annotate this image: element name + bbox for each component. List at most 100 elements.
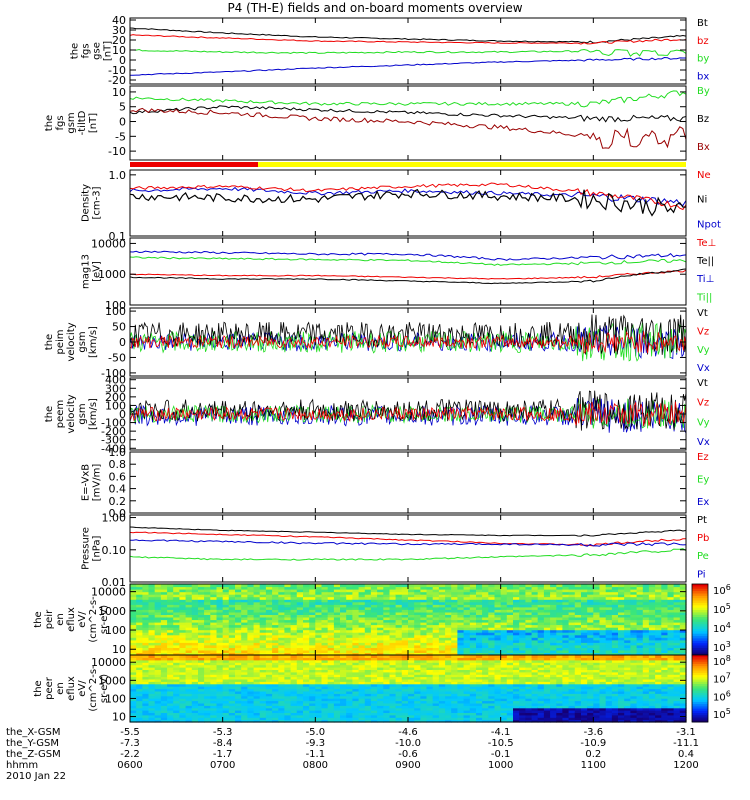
spectrogram-cell <box>463 676 471 680</box>
spectrogram-cell <box>476 710 483 713</box>
spectrogram-cell <box>420 589 428 593</box>
spectrogram-cell <box>333 622 341 626</box>
spectrogram-cell <box>420 710 428 713</box>
spectrogram-cell <box>420 596 428 600</box>
spectrogram-cell <box>531 667 539 670</box>
spectrogram-cell <box>370 657 378 661</box>
spectrogram-cell <box>679 614 687 618</box>
spectrogram-cell <box>408 639 415 643</box>
spectrogram-cell <box>352 627 360 631</box>
spectrogram-cell <box>259 584 267 588</box>
spectrogram-cell <box>574 624 582 628</box>
spectrogram-cell <box>321 611 329 615</box>
y-axis-label: Density <box>81 184 92 222</box>
spectrogram-cell <box>389 617 397 621</box>
spectrogram-cell <box>476 705 483 709</box>
spectrogram-cell <box>531 710 539 713</box>
spectrogram-cell <box>346 676 353 680</box>
spectrogram-cell <box>247 712 255 716</box>
spectrogram-cell <box>562 693 570 697</box>
spectrogram-cell <box>358 710 366 713</box>
spectrogram-cell <box>278 632 286 636</box>
spectrogram-cell <box>210 655 218 658</box>
spectrogram-cell <box>364 614 372 618</box>
spectrogram-cell <box>265 683 273 687</box>
spectrogram-cell <box>377 617 384 621</box>
spectrogram-cell <box>198 614 205 618</box>
spectrogram-cell <box>204 629 211 633</box>
spectrogram-cell <box>562 698 570 702</box>
spectrogram-cell <box>346 647 353 651</box>
spectrogram-cell <box>148 606 156 610</box>
spectrogram-cell <box>210 710 218 713</box>
spectrogram-cell <box>655 632 662 636</box>
spectrogram-cell <box>395 719 403 723</box>
spectrogram-cell <box>340 695 347 699</box>
spectrogram-cell <box>136 678 143 682</box>
spectrogram-cell <box>247 693 255 697</box>
spectrogram-cell <box>154 686 162 690</box>
spectrogram-cell <box>593 644 601 648</box>
spectrogram-cell <box>284 671 292 675</box>
spectrogram-cell <box>136 594 143 598</box>
spectrogram-cell <box>494 584 502 588</box>
spectrogram-cell <box>154 606 162 610</box>
spectrogram-cell <box>482 627 489 631</box>
spectrogram-cell <box>611 609 619 613</box>
spectrogram-cell <box>253 649 261 653</box>
spectrogram-cell <box>284 664 292 668</box>
spectrogram-cell <box>525 710 533 713</box>
spectrogram-cell <box>556 614 564 618</box>
spectrogram-cell <box>667 614 675 618</box>
spectrogram-cell <box>655 624 662 628</box>
spectrogram-cell <box>587 594 594 598</box>
spectrogram-cell <box>130 639 137 643</box>
y-tick-label: -10 <box>108 64 126 77</box>
spectrogram-cell <box>383 671 391 675</box>
spectrogram-cell <box>451 686 458 690</box>
spectrogram-cell <box>296 693 304 697</box>
spectrogram-cell <box>513 606 520 610</box>
spectrogram-cell <box>265 611 273 615</box>
panel-frame <box>129 451 687 514</box>
spectrogram-cell <box>358 705 366 709</box>
spectrogram-cell <box>222 657 230 661</box>
spectrogram-cell <box>587 591 594 595</box>
spectrogram-cell <box>315 609 323 613</box>
spectrogram-cell <box>624 637 631 641</box>
spectrogram-cell <box>630 589 638 593</box>
spectrogram-cell <box>222 700 230 704</box>
spectrogram-cell <box>414 681 421 685</box>
spectrogram-cell <box>377 639 384 643</box>
spectrogram-cell <box>556 662 564 666</box>
spectrogram-cell <box>370 678 378 682</box>
spectrogram-cell <box>148 594 156 598</box>
spectrogram-cell <box>648 632 656 636</box>
spectrogram-cell <box>284 669 292 673</box>
spectrogram-cell <box>550 655 557 658</box>
spectrogram-cell <box>148 614 156 618</box>
spectrogram-cell <box>395 642 403 646</box>
spectrogram-cell <box>210 609 218 613</box>
spectrogram-cell <box>352 652 360 656</box>
spectrogram-cell <box>185 617 193 621</box>
spectrogram-cell <box>537 698 545 702</box>
spectrogram-cell <box>284 627 292 631</box>
spectrogram-cell <box>333 634 341 638</box>
spectrogram-cell <box>191 652 199 656</box>
spectrogram-cell <box>179 639 187 643</box>
spectrogram-cell <box>531 702 539 706</box>
spectrogram-cell <box>537 664 545 668</box>
spectrogram-cell <box>500 690 508 694</box>
spectrogram-cell <box>488 637 496 641</box>
spectrogram-cell <box>130 591 137 595</box>
spectrogram-cell <box>593 599 601 603</box>
spectrogram-cell <box>488 719 496 723</box>
spectrogram-cell <box>235 662 242 666</box>
spectrogram-cell <box>506 642 514 646</box>
spectrogram-cell <box>408 714 415 718</box>
spectrogram-cell <box>204 586 211 590</box>
spectrogram-cell <box>624 586 631 590</box>
spectrogram-cell <box>191 669 199 673</box>
